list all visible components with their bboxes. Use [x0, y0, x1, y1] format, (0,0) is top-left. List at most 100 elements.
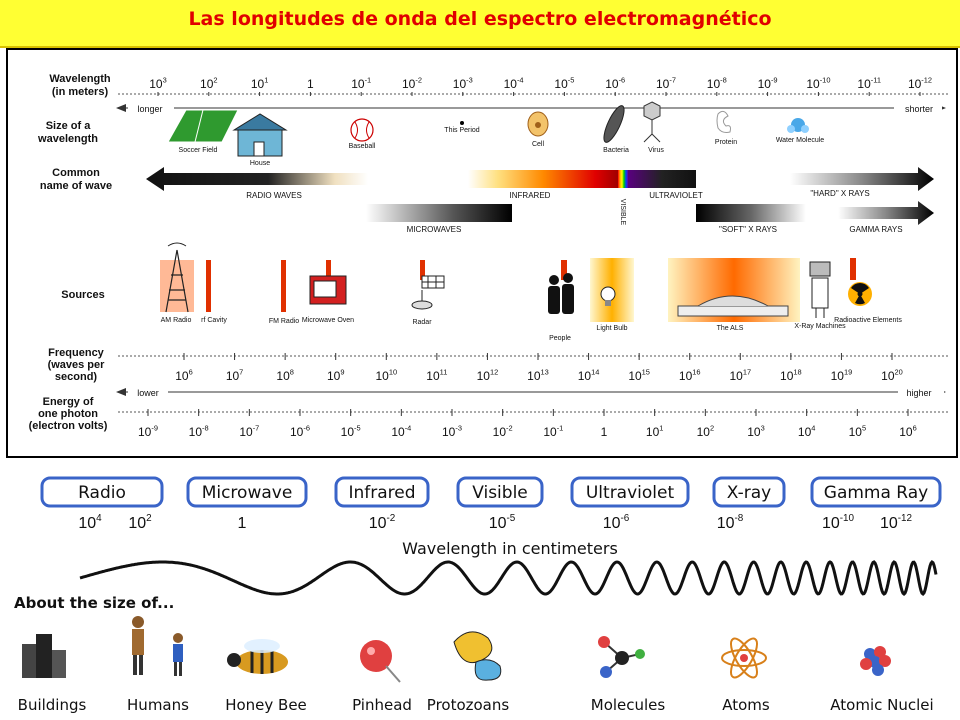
energy-tick-9-base: 1	[601, 425, 608, 439]
frequency-tick-3-exp: 9	[340, 368, 344, 377]
wavelength-tick-9-base: 10	[605, 77, 619, 91]
infrared-label: INFRARED	[510, 191, 551, 200]
frequency-tick-9-exp: 15	[642, 368, 650, 377]
wavelength-tick-3-base: 1	[307, 77, 314, 91]
energy-tick-14-base: 10	[849, 425, 863, 439]
object-label-1: Humans	[127, 696, 189, 714]
people-icon	[548, 260, 574, 314]
energy-tick-3-exp: -6	[303, 424, 310, 433]
wavelength-tick-8: 10-5	[554, 76, 574, 91]
wavelength-tick-9: 10-6	[605, 76, 625, 91]
light-bulb-icon	[590, 258, 634, 322]
soft-xrays-label: "SOFT" X RAYS	[719, 225, 777, 234]
chirp-wave-line	[79, 559, 938, 597]
wavelength-tick-0-exp: 3	[163, 76, 167, 85]
energy-tick-2-exp: -7	[253, 424, 260, 433]
energy-tick-8: 10-1	[543, 424, 563, 439]
band-pill-5	[712, 476, 786, 508]
infrared-band	[468, 170, 618, 188]
frequency-tick-9-base: 10	[628, 369, 642, 383]
object-label-3: Pinhead	[352, 696, 412, 714]
frequency-tick-1: 107	[226, 368, 244, 383]
wavelength-tick-13: 10-10	[806, 76, 830, 91]
wavelength-tick-4: 10-1	[351, 76, 371, 91]
object-label-4: Protozoans	[427, 696, 510, 714]
source-label-radar: Radar	[412, 319, 432, 326]
wavelength-tick-14-exp: -11	[871, 76, 881, 85]
energy-tick-1: 10-8	[189, 424, 209, 439]
row-label-common: Common name of wave	[40, 167, 112, 192]
microwaves-label: MICROWAVES	[407, 225, 462, 234]
energy-tick-14: 105	[849, 424, 867, 439]
energy-tick-10-exp: 1	[659, 424, 663, 433]
source-label-people: People	[549, 335, 571, 342]
gamma-rays-label: GAMMA RAYS	[849, 225, 902, 234]
energy-tick-0: 10-9	[138, 424, 158, 439]
row-label-common-2: name of wave	[40, 180, 112, 192]
atoms-icon	[721, 637, 767, 679]
energy-tick-2-base: 10	[239, 425, 253, 439]
wavelength-tick-11-exp: -8	[720, 76, 727, 85]
wavelength-tick-7-exp: -4	[517, 76, 524, 85]
size-comparison-panel: Radio Microwave Infrared Visible Ultraviolet…	[0, 458, 960, 720]
wavelength-tick-4-base: 10	[351, 77, 365, 91]
wavelength-tick-6: 10-3	[453, 76, 473, 91]
frequency-tick-4: 1010	[375, 368, 397, 383]
row-label-size: Size of a wavelength	[37, 120, 98, 145]
energy-tick-6-base: 10	[442, 425, 456, 439]
als-building-icon	[668, 258, 800, 322]
frequency-tick-7-exp: 13	[541, 368, 549, 377]
energy-tick-12-base: 10	[747, 425, 761, 439]
hard-xrays-band	[790, 167, 934, 191]
energy-tick-15: 106	[899, 424, 917, 439]
rf-cavity-icon	[206, 260, 211, 312]
energy-tick-5-exp: -4	[405, 424, 412, 433]
row-label-frequency-1: Frequency	[48, 347, 105, 359]
wavelength-tick-5-base: 10	[402, 77, 416, 91]
cm-value-7-base: 10	[822, 515, 840, 532]
row-label-wavelength-2: (in meters)	[52, 86, 109, 98]
frequency-tick-7: 1013	[527, 368, 549, 383]
cm-value-7-exp: -10	[840, 513, 855, 524]
frequency-tick-14-base: 10	[881, 369, 895, 383]
lower-higher-arrow: lower higher	[116, 386, 946, 398]
wavelength-tick-9-exp: -6	[619, 76, 626, 85]
bacteria-icon	[603, 105, 625, 143]
size-label-bacteria: Bacteria	[603, 147, 629, 154]
frequency-tick-7-base: 10	[527, 369, 541, 383]
energy-tick-9: 1	[601, 425, 608, 439]
wavelength-tick-14: 10-11	[857, 76, 881, 91]
cm-value-6: 10-8	[717, 513, 744, 532]
frequency-tick-10-base: 10	[679, 369, 693, 383]
energy-tick-labels: 10-9 10-8 10-7 10-6 10-5 10-4 10-3 10-2 10-1 1 101…	[138, 409, 917, 439]
cm-value-1: 102	[128, 513, 152, 532]
energy-tick-0-exp: -9	[151, 424, 158, 433]
row-label-energy-1: Energy of	[43, 396, 94, 408]
energy-tick-6: 10-3	[442, 424, 462, 439]
energy-tick-14-exp: 5	[862, 424, 866, 433]
wavelength-tick-7: 10-4	[504, 76, 524, 91]
wavelength-tick-14-base: 10	[857, 77, 871, 91]
size-label-water-molecule: Water Molecule	[776, 137, 824, 144]
row-label-energy-3: (electron volts)	[29, 420, 108, 432]
frequency-tick-10-exp: 16	[692, 368, 700, 377]
frequency-tick-12: 1018	[780, 368, 802, 383]
source-label-radioactive: Radioactive Elements	[834, 317, 902, 324]
object-label-5: Molecules	[591, 696, 666, 714]
energy-tick-5: 10-4	[391, 424, 411, 439]
wavelength-tick-6-exp: -3	[466, 76, 473, 85]
object-label-7: Atomic Nuclei	[830, 696, 933, 714]
cell-icon	[527, 111, 549, 137]
soft-xrays-band	[696, 204, 806, 222]
object-labels: Buildings Humans Honey Bee Pinhead Protozoan…	[18, 696, 934, 714]
wavelength-tick-12-exp: -9	[771, 76, 778, 85]
atomic-nuclei-icon	[860, 646, 891, 676]
molecules-icon	[598, 636, 645, 678]
wavelength-tick-1-base: 10	[200, 77, 214, 91]
radio-waves-label: RADIO WAVES	[246, 191, 302, 200]
about-size-caption: About the size of...	[14, 594, 174, 612]
object-label-2: Honey Bee	[225, 696, 307, 714]
size-label-period: This Period	[444, 127, 480, 134]
wavelength-tick-15: 10-12	[908, 76, 932, 91]
cm-value-2: 1	[238, 515, 247, 532]
